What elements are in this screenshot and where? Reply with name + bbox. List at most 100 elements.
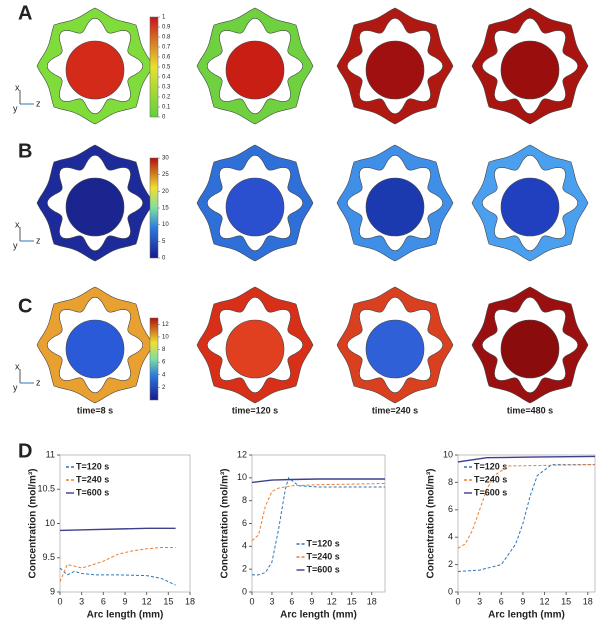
panel-label: D: [18, 440, 32, 462]
x-tick-label: 6: [101, 596, 106, 606]
x-tick-label: 3: [79, 596, 84, 606]
x-tick-label: 18: [583, 596, 593, 606]
colorbar-tick-label: 6: [162, 360, 166, 366]
series-line: [457, 464, 596, 549]
x-axis-label: Arc length (mm): [280, 610, 357, 621]
colorbar-tick-label: 8: [162, 347, 166, 353]
y-tick-label: 4: [242, 541, 247, 551]
x-tick-label: 9: [520, 596, 525, 606]
colorbar: [149, 317, 159, 401]
y-tick-label: 2: [242, 564, 247, 574]
time-label: time=240 s: [372, 405, 418, 415]
colorbar-tick-label: 30: [162, 156, 169, 162]
series-line: [251, 483, 386, 541]
simulation-ring: [36, 7, 154, 125]
y-tick-label: 11: [46, 449, 55, 459]
legend-label: T=600 s: [76, 487, 109, 497]
simulation-ring: [471, 7, 589, 125]
colorbar-tick-label: 0: [162, 256, 166, 262]
series-line: [251, 478, 385, 484]
x-tick-label: 0: [455, 596, 460, 606]
plot-frame: [457, 454, 596, 593]
triad-label: y: [13, 240, 18, 250]
x-tick-label: 9: [309, 596, 314, 606]
time-label: time=480 s: [507, 405, 553, 415]
triad-label: x: [15, 361, 20, 371]
y-tick-label: 10.5: [37, 484, 55, 494]
y-tick-label: 6: [448, 504, 453, 514]
simulation-ring: [36, 286, 154, 404]
x-tick-label: 3: [477, 596, 482, 606]
x-tick-label: 3: [269, 596, 274, 606]
y-tick-label: 0: [242, 586, 247, 596]
colorbar-tick-label: 12: [162, 322, 169, 328]
x-axis-label: Arc length (mm): [488, 610, 565, 621]
legend-label: T=240 s: [307, 551, 340, 561]
colorbar-tick-label: 0: [162, 115, 166, 121]
y-tick-label: 10: [443, 449, 453, 459]
series-line: [59, 527, 176, 532]
simulation-disc: [365, 177, 425, 237]
series-line: [252, 476, 385, 576]
simulation-ring: [336, 144, 454, 262]
x-tick-label: 12: [540, 596, 550, 606]
legend-label: T=240 s: [76, 474, 109, 484]
simulation-disc: [65, 319, 125, 379]
legend-label: T=120 s: [307, 538, 340, 548]
series-line: [59, 567, 176, 586]
colorbar-tick-label: 20: [162, 189, 169, 195]
triad-label: z: [36, 377, 41, 387]
colorbar: [149, 16, 159, 118]
legend-label: T=600 s: [307, 564, 340, 574]
simulation-disc: [225, 319, 285, 379]
y-tick-label: 2: [448, 559, 453, 569]
series-line: [457, 455, 596, 463]
series-line: [59, 547, 176, 582]
x-tick-label: 6: [499, 596, 504, 606]
x-tick-label: 0: [57, 596, 62, 606]
simulation-disc: [225, 177, 285, 237]
triad-label: x: [15, 82, 20, 92]
simulation-disc: [365, 319, 425, 379]
triad-label: y: [13, 382, 18, 392]
legend-label: T=120 s: [76, 461, 109, 471]
panel-label: C: [18, 295, 32, 317]
colorbar-tick-label: 0.1: [162, 105, 171, 111]
colorbar-tick-label: 10: [162, 335, 169, 341]
x-tick-label: 15: [163, 596, 173, 606]
x-tick-label: 12: [327, 596, 337, 606]
colorbar: [149, 157, 159, 259]
simulation-disc: [65, 40, 125, 100]
y-tick-label: 8: [448, 477, 453, 487]
colorbar-tick-label: 0.5: [162, 65, 171, 71]
x-tick-label: 6: [289, 596, 294, 606]
x-tick-label: 0: [249, 596, 254, 606]
colorbar-tick-label: 15: [162, 206, 169, 212]
simulation-ring: [336, 286, 454, 404]
y-tick-label: 10: [237, 472, 247, 482]
simulation-ring: [471, 144, 589, 262]
triad-label: z: [36, 98, 41, 108]
y-axis-label: Concentration (mol/m³): [28, 469, 39, 579]
simulation-disc: [500, 177, 560, 237]
triad-label: z: [36, 235, 41, 245]
simulation-ring: [196, 144, 314, 262]
colorbar-tick-label: 0.4: [162, 75, 171, 81]
simulation-ring: [196, 286, 314, 404]
legend-label: T=120 s: [474, 461, 507, 471]
simulation-disc: [500, 319, 560, 379]
colorbar-tick-label: 0.6: [162, 55, 171, 61]
simulation-ring: [471, 286, 589, 404]
y-tick-label: 6: [242, 518, 247, 528]
legend-label: T=600 s: [474, 487, 507, 497]
simulation-disc: [225, 40, 285, 100]
simulation-disc: [65, 177, 125, 237]
y-axis-label: Concentration (mol/m³): [220, 469, 231, 579]
colorbar-tick-label: 0.7: [162, 45, 171, 51]
x-tick-label: 18: [185, 596, 195, 606]
y-tick-label: 4: [448, 532, 453, 542]
panel-label: A: [18, 2, 32, 24]
colorbar-tick-label: 0.2: [162, 95, 171, 101]
y-tick-label: 8: [242, 495, 247, 505]
simulation-disc: [500, 40, 560, 100]
